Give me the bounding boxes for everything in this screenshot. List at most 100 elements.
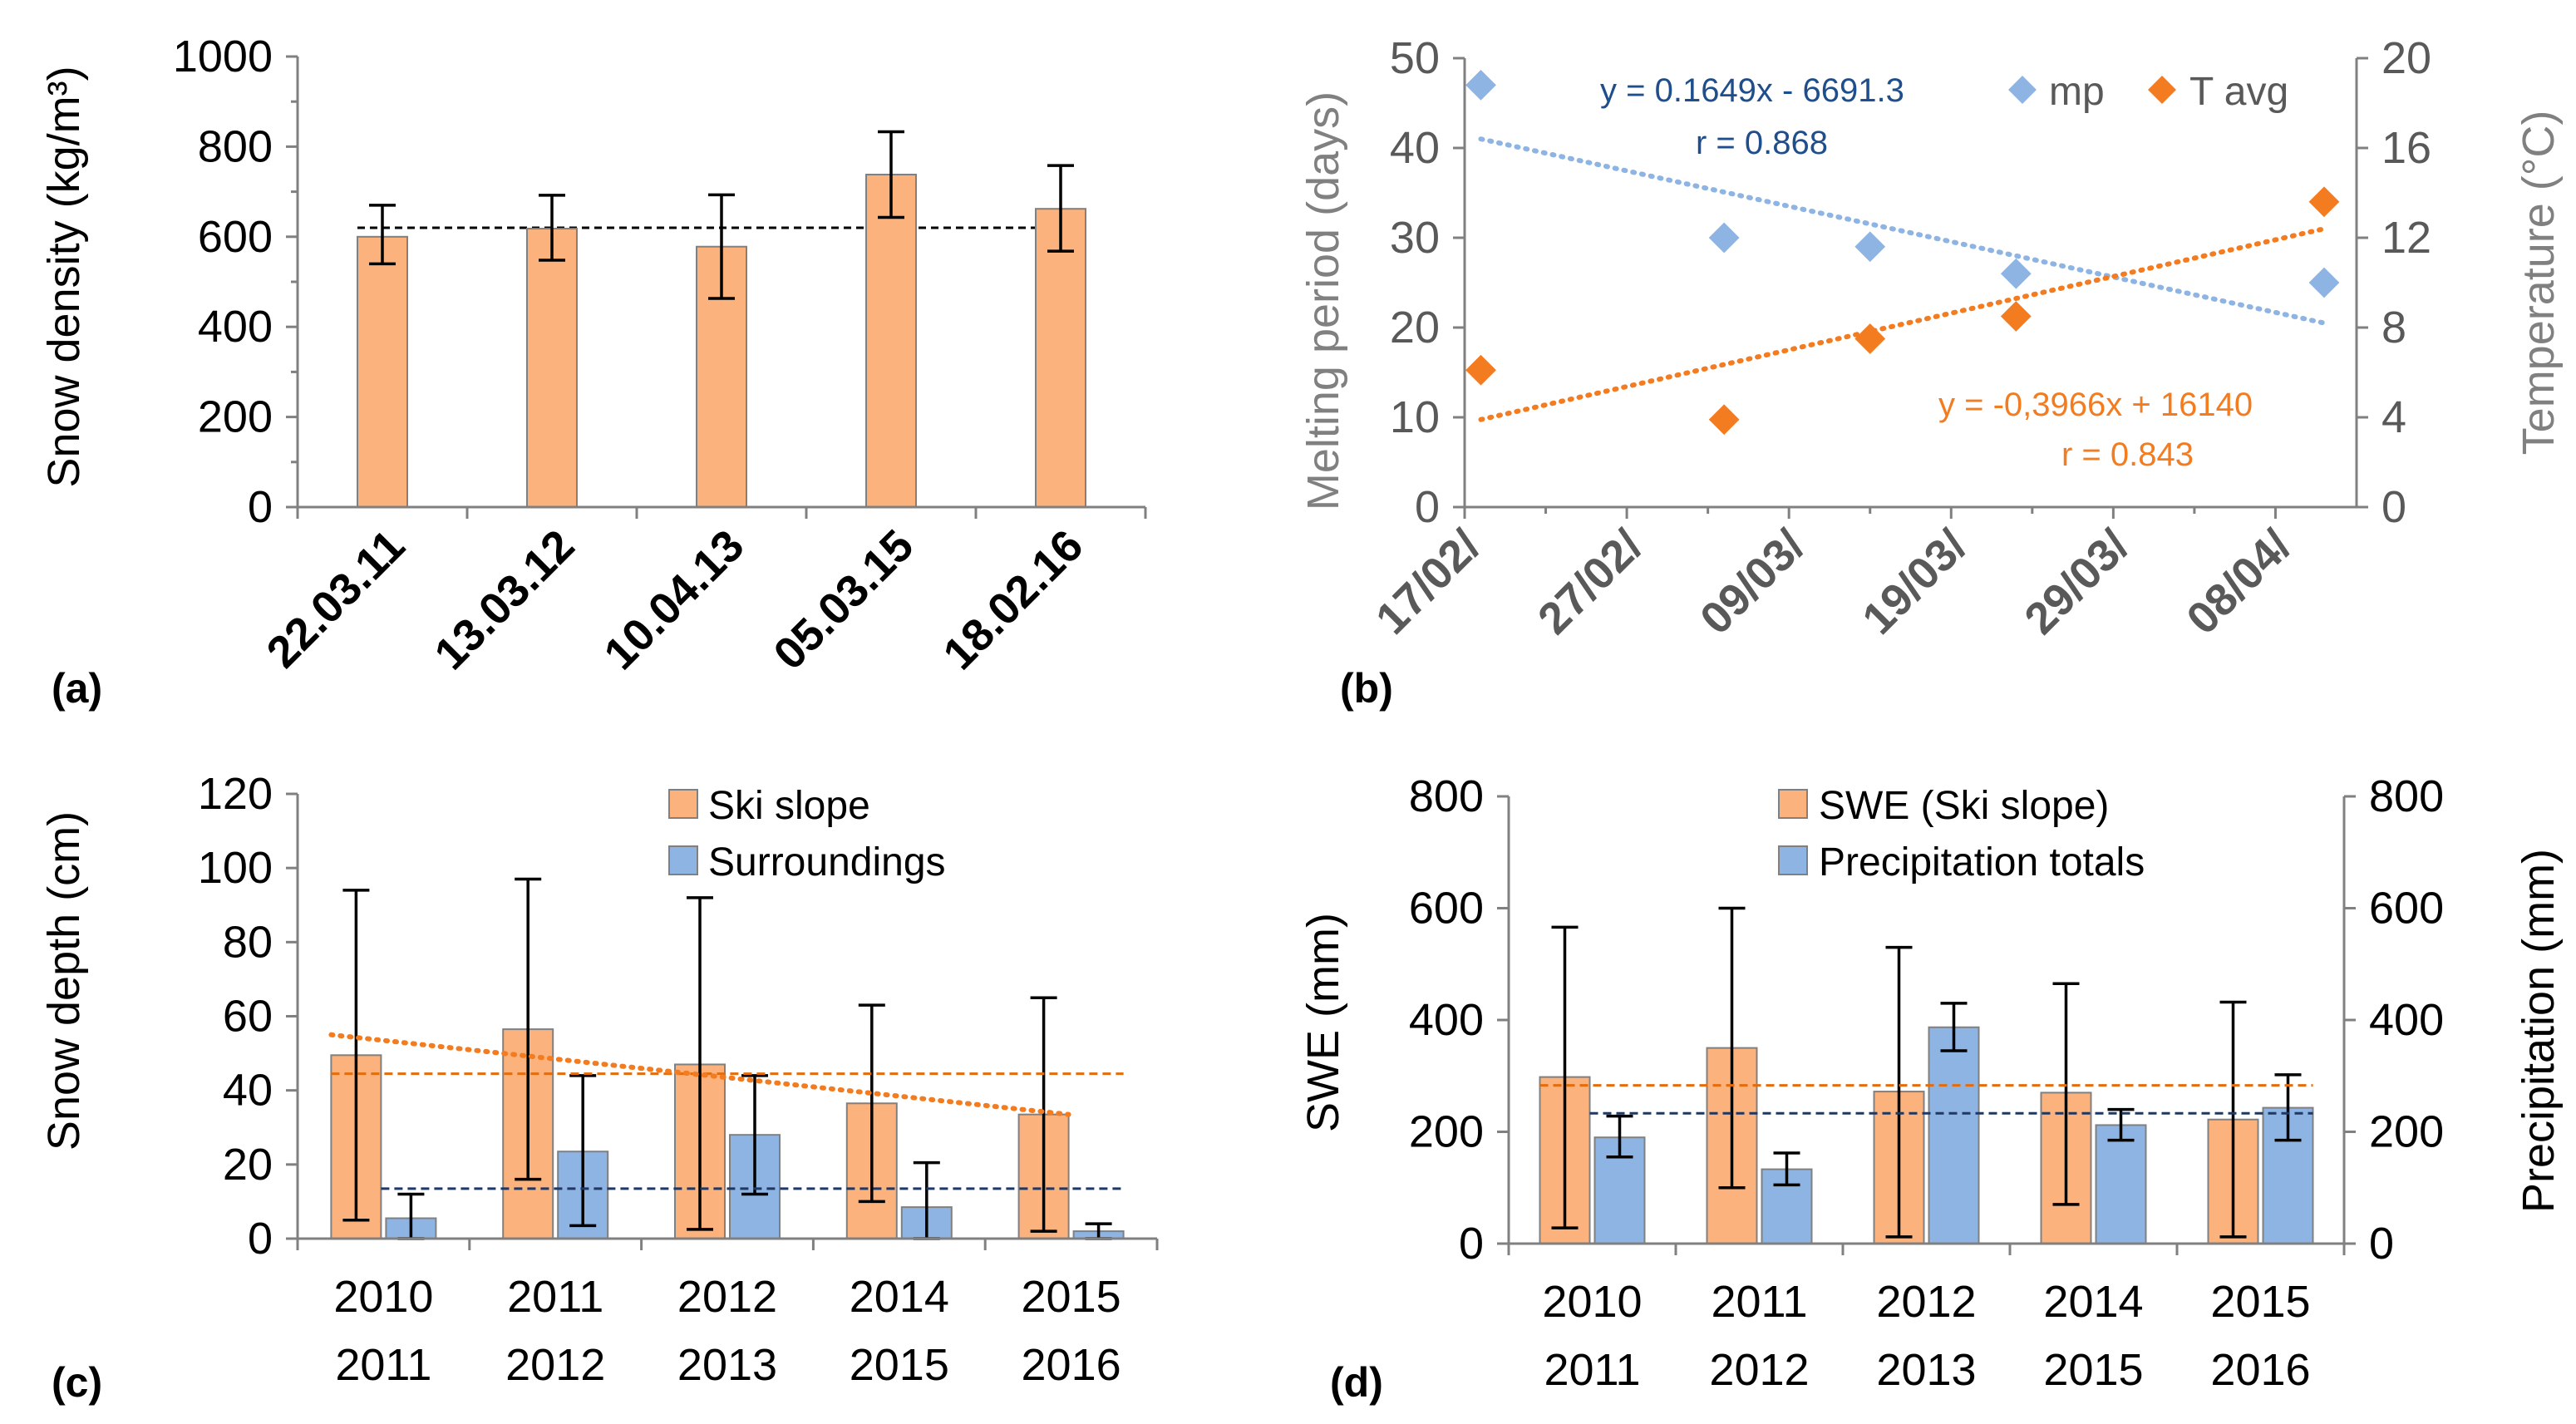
panel-c: 0 20 40 60 80 100 120 2010 2011 2011 2012 2012 2013 2… xyxy=(39,769,1159,1406)
panel-c-xtick-label-line2: 2015 xyxy=(850,1340,949,1390)
panel-c-xtick-label-line2: 2011 xyxy=(335,1340,431,1390)
panel-b-ylabel-left: Melting period (days) xyxy=(1298,91,1348,510)
panel-b-ylabel-right: Temperature (°C) xyxy=(2514,111,2564,456)
panel-d-ytick-label: 400 xyxy=(1409,995,1484,1045)
legend-swatch-precipitation xyxy=(1778,845,1808,875)
panel-d-error-bar xyxy=(2107,1107,2135,1142)
panel-b-mp-r: r = 0.868 xyxy=(1696,125,1828,161)
panel-c-xtick-label-line1: 2015 xyxy=(1022,1272,1121,1322)
panel-c-error-bar xyxy=(741,1074,768,1196)
panel-a-error-bar xyxy=(539,194,565,262)
panel-c-legend: Ski slope Surroundings xyxy=(668,784,946,884)
panel-d-ytick-label-right: 800 xyxy=(2369,771,2444,821)
panel-a-bars xyxy=(357,130,1086,508)
panel-d-ytick-label-right: 400 xyxy=(2369,995,2444,1045)
panel-c-ytick-label: 60 xyxy=(223,992,273,1042)
panel-a-axes xyxy=(286,55,1147,519)
panel-b-tavg-point xyxy=(2308,186,2340,218)
panel-a-xtick-label: 10.04.13 xyxy=(594,520,753,679)
panel-d-xtick-label-line2: 2015 xyxy=(2043,1345,2143,1395)
panel-b-ytick-label-right: 20 xyxy=(2381,33,2431,83)
panel-d-error-bar xyxy=(2052,982,2080,1206)
panel-a-ytick-label: 600 xyxy=(198,212,273,262)
panel-b-xtick-label: 08/04/ xyxy=(2177,520,2301,644)
panel-d-ytick-label-right: 600 xyxy=(2369,884,2444,934)
legend-label-swe: SWE (Ski slope) xyxy=(1819,784,2109,828)
panel-b-ytick-label-right: 4 xyxy=(2381,392,2406,442)
panel-c-error-bar xyxy=(569,1074,597,1228)
panel-c-ytick-label: 120 xyxy=(198,769,273,819)
legend-swatch-surroundings xyxy=(668,845,698,875)
panel-d-tick-labels: 0 200 400 600 800 0 200 400 600 800 2010 2011 2011 20… xyxy=(1409,771,2444,1395)
panel-d-ytick-label: 0 xyxy=(1459,1219,1484,1269)
panel-c-xtick-label-line1: 2010 xyxy=(333,1272,433,1322)
panel-c-tick-labels: 0 20 40 60 80 100 120 2010 2011 2011 2012 2012 2013 2… xyxy=(198,769,1121,1390)
panel-d-xtick-label-line2: 2013 xyxy=(1876,1345,1976,1395)
panel-c-ytick-label: 20 xyxy=(223,1140,273,1190)
panel-a-ytick-label: 1000 xyxy=(173,32,273,81)
panel-b-mp-point xyxy=(1708,222,1740,254)
panel-d-label: (d) xyxy=(1330,1359,1383,1406)
panel-d-bar-blue xyxy=(2095,1124,2147,1245)
panel-a-ylabel: Snow density (kg/m³) xyxy=(39,66,89,487)
panel-b-ytick-label-left: 10 xyxy=(1390,392,1440,442)
legend-label-ski-slope: Ski slope xyxy=(708,784,870,828)
panel-b-ytick-label-left: 30 xyxy=(1390,213,1440,263)
panel-c-xtick-label-line1: 2011 xyxy=(507,1272,603,1322)
panel-c-error-bar xyxy=(342,889,370,1222)
panel-b-tavg-point xyxy=(1708,404,1740,436)
panel-a-error-bar xyxy=(369,204,396,266)
panel-a-xtick-label: 13.03.12 xyxy=(425,520,584,679)
panel-d-error-bar xyxy=(1940,1002,1968,1052)
panel-d: 0 200 400 600 800 0 200 400 600 800 2010 2011 2011 20… xyxy=(1298,771,2564,1406)
panel-b: 0 10 20 30 40 50 0 4 8 12 16 20 17/02/27/02/09/03/19… xyxy=(1298,33,2564,712)
panel-d-ytick-label: 800 xyxy=(1409,771,1484,821)
panel-c-xtick-label-line2: 2012 xyxy=(505,1340,605,1390)
panel-a-error-bar xyxy=(878,130,904,219)
panel-d-ytick-label: 600 xyxy=(1409,884,1484,934)
panel-b-trendlines xyxy=(1478,136,2327,422)
panel-b-tavg-point xyxy=(1854,323,1886,354)
panel-b-tavg-equation: y = -0,3966x + 16140 xyxy=(1938,387,2253,423)
legend-label-mp: mp xyxy=(2049,70,2105,114)
panel-d-xtick-label-line2: 2012 xyxy=(1709,1345,1809,1395)
panel-c-error-bar xyxy=(858,1003,885,1204)
panel-b-tavg-point xyxy=(2000,301,2032,332)
panel-d-bar-blue xyxy=(1928,1026,1980,1245)
panel-d-error-bar xyxy=(1606,1114,1633,1159)
panel-b-xtick-label: 09/03/ xyxy=(1691,520,1815,644)
panel-a-ytick-label: 200 xyxy=(198,392,273,442)
panel-b-label: (b) xyxy=(1340,665,1393,712)
panel-c-ytick-label: 40 xyxy=(223,1066,273,1116)
panel-a-bar xyxy=(1035,208,1086,508)
panel-b-mp-point xyxy=(1465,70,1496,101)
panel-d-ytick-label: 200 xyxy=(1409,1107,1484,1157)
panel-d-xtick-label-line1: 2014 xyxy=(2043,1277,2143,1327)
panel-d-error-bar xyxy=(1773,1151,1800,1187)
panel-d-error-bar xyxy=(2219,1000,2247,1239)
panel-d-bar-blue xyxy=(2262,1106,2314,1245)
panel-b-xtick-label: 19/03/ xyxy=(1853,520,1977,644)
legend-marker-tavg xyxy=(2148,76,2176,104)
panel-d-xtick-label-line2: 2016 xyxy=(2210,1345,2310,1395)
panel-c-ytick-label: 100 xyxy=(198,843,273,893)
panel-a-bar xyxy=(865,174,917,508)
panel-a-error-bar xyxy=(1047,164,1074,253)
panel-a-xtick-label: 22.03.11 xyxy=(258,520,415,678)
legend-swatch-swe xyxy=(1778,789,1808,819)
panel-b-xtick-label: 17/02/ xyxy=(1367,520,1490,644)
panel-c-ytick-label: 0 xyxy=(248,1214,273,1264)
legend-marker-mp xyxy=(2008,76,2037,104)
panel-d-xtick-label-line1: 2015 xyxy=(2210,1277,2310,1327)
panel-a-label: (a) xyxy=(52,665,102,712)
panel-c-lines xyxy=(328,1032,1124,1190)
panel-b-ytick-label-left: 50 xyxy=(1390,33,1440,83)
panel-b-ytick-label-right: 8 xyxy=(2381,303,2406,352)
panel-b-mp-equation: y = 0.1649x - 6691.3 xyxy=(1600,72,1904,109)
panel-d-ytick-label-right: 200 xyxy=(2369,1107,2444,1157)
legend-swatch-ski-slope xyxy=(668,789,698,819)
panel-a-error-bar xyxy=(708,193,735,300)
panel-d-ylabel-left: SWE (mm) xyxy=(1298,913,1348,1132)
panel-b-ytick-label-right: 16 xyxy=(2381,123,2431,173)
